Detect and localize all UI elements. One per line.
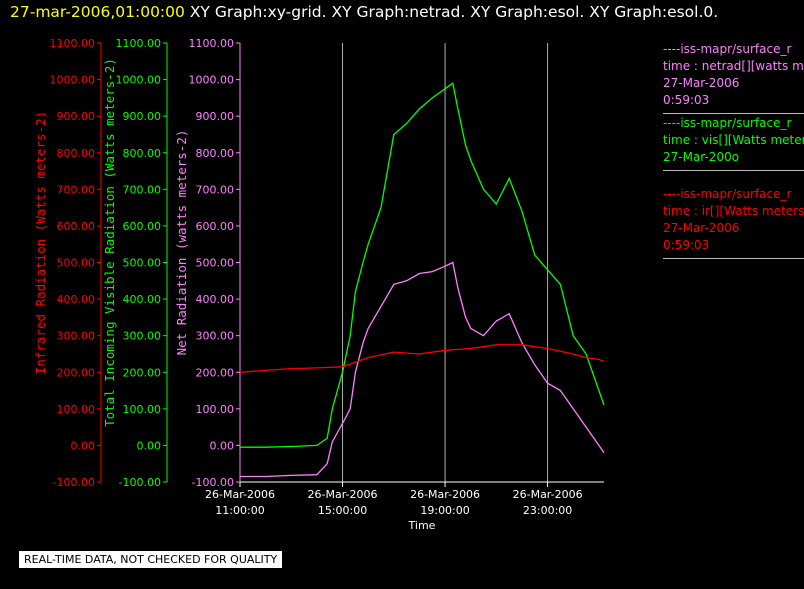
ir-series-line: [239, 344, 605, 373]
legend-line: 27-Mar-200o: [663, 150, 740, 164]
net-series-line: [240, 261, 605, 478]
net-tick-label: 200.00: [196, 366, 235, 379]
ir-tick-label: 100.00: [57, 403, 96, 416]
legend-line: time : netrad[][watts m: [663, 59, 804, 73]
x-tick-label: 19:00:00: [420, 504, 469, 517]
ir-tick-label: 700.00: [57, 183, 96, 196]
ir-tick-label: 800.00: [57, 147, 96, 160]
chart-title: 27-mar-2006,01:00:00 XY Graph:xy-grid. X…: [10, 3, 718, 21]
ir-tick-label: 1100.00: [50, 37, 96, 50]
net-tick-label: 300.00: [196, 330, 235, 343]
net-tick-label: 500.00: [196, 257, 235, 270]
legend-line: 27-Mar-2006: [663, 76, 740, 90]
legend-line: ----iss-mapr/surface_r: [663, 116, 792, 130]
x-axis-label: Time: [408, 519, 436, 532]
x-tick-label: 26-Mar-2006: [513, 488, 583, 501]
net-tick-label: 100.00: [196, 403, 235, 416]
ir-tick-label: 300.00: [57, 330, 96, 343]
x-tick-label: 11:00:00: [215, 504, 264, 517]
legend-line: time : ir[][Watts meters: [663, 204, 804, 218]
legend-line: 0:59:03: [663, 238, 710, 252]
net-tick-label: 800.00: [196, 147, 235, 160]
vis-tick-label: 600.00: [123, 220, 162, 233]
quality-notice: REAL-TIME DATA, NOT CHECKED FOR QUALITY: [19, 551, 283, 568]
title-graphs: XY Graph:xy-grid. XY Graph:netrad. XY Gr…: [189, 3, 719, 21]
legend-separator: [663, 113, 804, 114]
legend-separator: [663, 170, 804, 171]
legend-line: time : vis[][Watts meter: [663, 133, 804, 147]
ir-tick-label: 0.00: [71, 439, 96, 452]
net-tick-label: -100.00: [192, 476, 234, 489]
vis-tick-label: 400.00: [123, 293, 162, 306]
net-tick-label: 600.00: [196, 220, 235, 233]
ir-tick-label: -100.00: [53, 476, 95, 489]
net-tick-label: 0.00: [210, 439, 235, 452]
vis-tick-label: 700.00: [123, 183, 162, 196]
vis-axis-label: Total Incoming Visible Radiation (Watts …: [102, 58, 117, 427]
ir-tick-label: 200.00: [57, 366, 96, 379]
net-axis-label: Net Radiation (watts meters-2): [174, 130, 189, 356]
x-tick-label: 15:00:00: [318, 504, 367, 517]
ir-axis-label: Infrared Radiation (Watts meters-2): [33, 111, 48, 374]
ir-tick-label: 400.00: [57, 293, 96, 306]
net-tick-label: 900.00: [196, 110, 235, 123]
vis-tick-label: 1100.00: [116, 37, 162, 50]
ir-tick-label: 900.00: [57, 110, 96, 123]
vis-tick-label: 1000.00: [116, 74, 162, 87]
vis-tick-label: 300.00: [123, 330, 162, 343]
vis-tick-label: 900.00: [123, 110, 162, 123]
ir-tick-label: 600.00: [57, 220, 96, 233]
x-tick-label: 26-Mar-2006: [410, 488, 480, 501]
ir-tick-label: 500.00: [57, 257, 96, 270]
legend-separator: [663, 258, 804, 259]
legend-line: 0:59:03: [663, 93, 710, 107]
legend-line: 27-Mar-2006: [663, 221, 740, 235]
vis-tick-label: 0.00: [137, 439, 162, 452]
title-date: 27-mar-2006,01:00:00: [10, 3, 185, 21]
vis-tick-label: -100.00: [119, 476, 161, 489]
legend-line: ----iss-mapr/surface_r: [663, 42, 792, 56]
x-tick-label: 26-Mar-2006: [205, 488, 275, 501]
vis-series-line: [240, 82, 605, 448]
x-tick-label: 26-Mar-2006: [308, 488, 378, 501]
vis-tick-label: 100.00: [123, 403, 162, 416]
ir-tick-label: 1000.00: [50, 74, 96, 87]
vis-tick-label: 800.00: [123, 147, 162, 160]
vis-tick-label: 200.00: [123, 366, 162, 379]
vis-tick-label: 500.00: [123, 257, 162, 270]
net-tick-label: 400.00: [196, 293, 235, 306]
net-tick-label: 700.00: [196, 183, 235, 196]
net-tick-label: 1000.00: [189, 74, 235, 87]
legend-line: ----iss-mapr/surface_r: [663, 187, 792, 201]
net-tick-label: 1100.00: [189, 37, 235, 50]
x-tick-label: 23:00:00: [523, 504, 572, 517]
